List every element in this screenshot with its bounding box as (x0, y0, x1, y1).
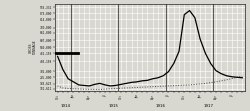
Y-axis label: GROSS
TONNAGE: GROSS TONNAGE (28, 40, 37, 55)
